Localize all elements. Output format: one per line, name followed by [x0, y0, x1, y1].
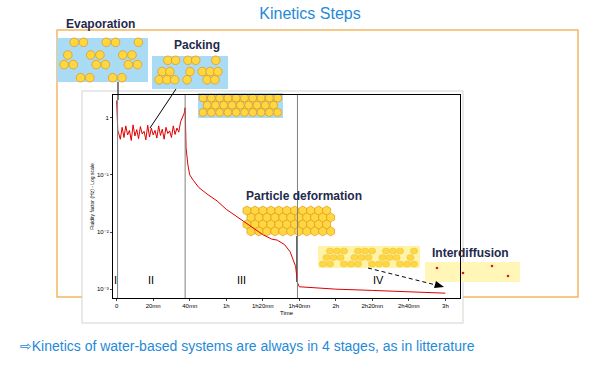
svg-text:II: II: [148, 274, 154, 286]
svg-text:IV: IV: [373, 274, 384, 286]
svg-text:1: 1: [105, 115, 109, 121]
svg-text:III: III: [237, 274, 246, 286]
svg-text:Interdiffusion: Interdiffusion: [432, 246, 509, 260]
svg-text:10⁻³: 10⁻³: [97, 286, 109, 292]
svg-text:40mn: 40mn: [182, 303, 197, 309]
svg-text:Time: Time: [280, 310, 294, 316]
svg-text:20mn: 20mn: [146, 303, 161, 309]
svg-text:Evaporation: Evaporation: [66, 17, 135, 31]
svg-text:Particle deformation: Particle deformation: [246, 189, 362, 203]
svg-text:2h: 2h: [332, 303, 339, 309]
svg-text:1h20mn: 1h20mn: [252, 303, 274, 309]
svg-text:2h40mn: 2h40mn: [398, 303, 420, 309]
svg-text:10⁻²: 10⁻²: [97, 229, 109, 235]
svg-text:I: I: [114, 274, 117, 286]
svg-text:Kinetics Steps: Kinetics Steps: [259, 5, 360, 22]
svg-text:0: 0: [115, 303, 119, 309]
svg-text:3h: 3h: [442, 303, 449, 309]
svg-text:Fluidity factor (Hz) - Log sca: Fluidity factor (Hz) - Log scale: [89, 163, 95, 230]
svg-text:1h: 1h: [223, 303, 230, 309]
svg-text:10⁻¹: 10⁻¹: [97, 172, 109, 178]
svg-text:Packing: Packing: [174, 38, 220, 52]
svg-text:1h40mn: 1h40mn: [288, 303, 310, 309]
svg-text:⇨Kinetics of water-based syste: ⇨Kinetics of water-based systems are alw…: [20, 338, 475, 354]
svg-text:2h20mn: 2h20mn: [361, 303, 383, 309]
